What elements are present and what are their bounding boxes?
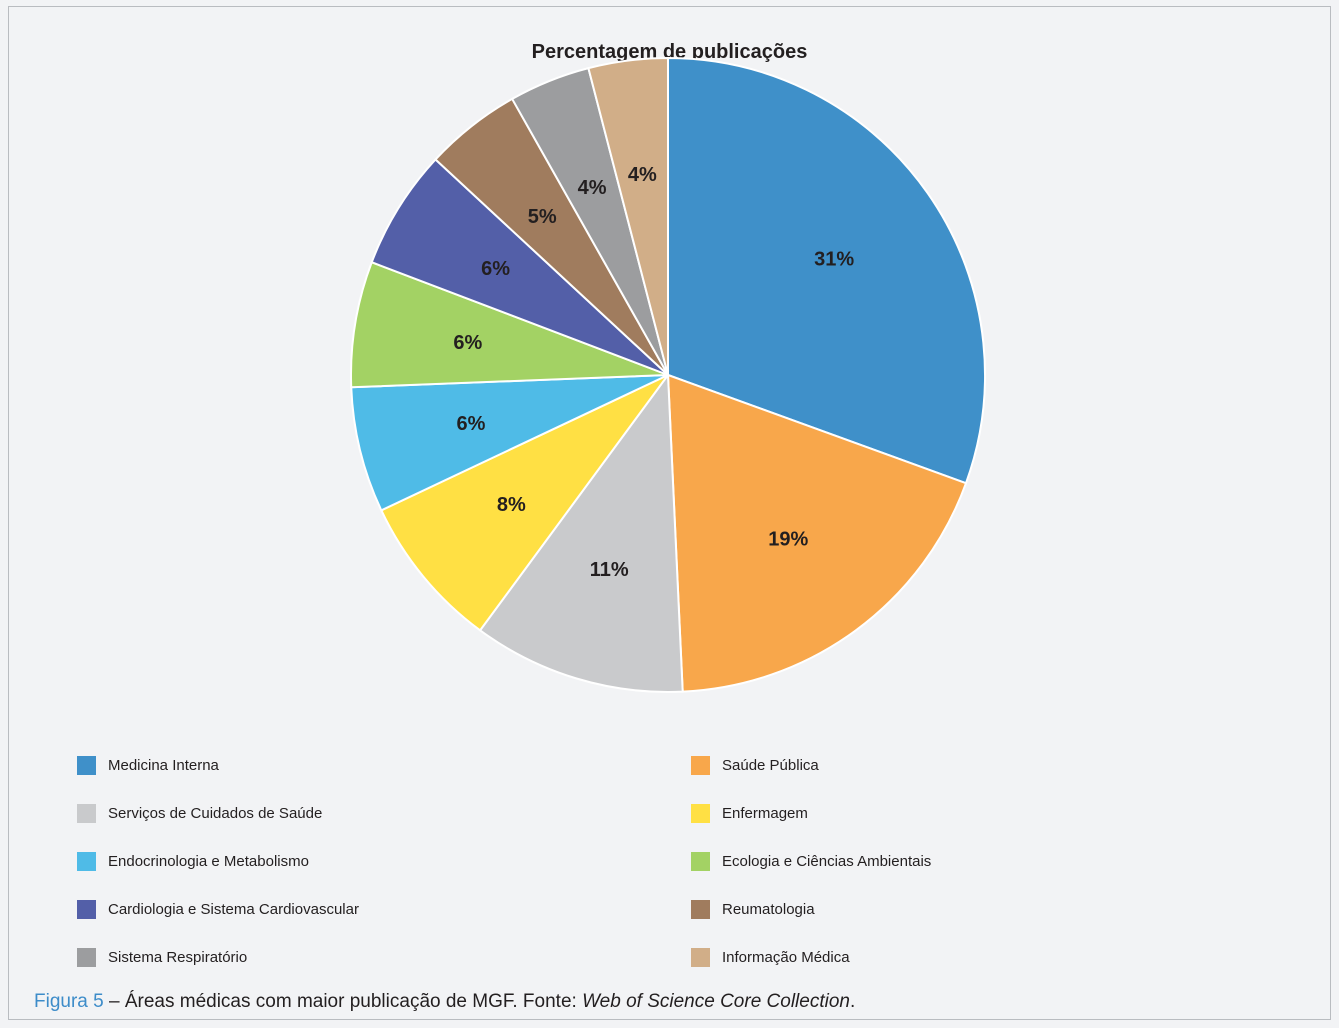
pie-chart: 31% 19% 11% 8% 6% 6% 6% 5% 4% 4% — [350, 56, 986, 693]
figure-number[interactable]: Figura 5 — [34, 991, 104, 1012]
legend-label: Cardiologia e Sistema Cardiovascular — [108, 900, 359, 918]
legend-item-9: Sistema Respiratório — [77, 947, 691, 967]
legend-item-5: Endocrinologia e Metabolismo — [77, 851, 691, 871]
pie-slice-1 — [667, 56, 986, 485]
legend-label: Medicina Interna — [108, 756, 219, 774]
legend-swatch — [691, 803, 710, 823]
legend-swatch — [77, 899, 96, 919]
legend-label: Informação Médica — [722, 948, 850, 966]
slice-label-1: 31% — [814, 249, 854, 271]
slice-label-10: 4% — [628, 164, 657, 186]
slice-label-6: 6% — [453, 332, 482, 354]
legend-label: Saúde Pública — [722, 756, 819, 774]
legend-swatch — [77, 803, 96, 823]
slice-label-9: 4% — [578, 177, 607, 199]
legend-swatch — [77, 851, 96, 871]
legend-swatch — [691, 899, 710, 919]
pie-slice-3 — [478, 372, 684, 693]
legend-item-7: Cardiologia e Sistema Cardiovascular — [77, 899, 691, 919]
slice-label-4: 8% — [497, 494, 526, 516]
pie-slice-7 — [370, 158, 669, 376]
legend-label: Sistema Respiratório — [108, 948, 248, 966]
slice-label-3: 11% — [590, 559, 629, 581]
legend-swatch — [77, 755, 96, 775]
chart-frame: Percentagem de publicações 31% 19% 11% 8% 6%… — [8, 6, 1331, 1020]
slice-label-5: 6% — [456, 413, 485, 435]
caption-source: Web of Science Core Collection — [582, 991, 850, 1012]
slice-label-8: 5% — [528, 206, 557, 228]
legend-label: Enfermagem — [722, 804, 808, 822]
legend-item-1: Medicina Interna — [77, 755, 691, 775]
chart-title: Percentagem de publicações — [531, 41, 808, 63]
caption-end: . — [849, 991, 856, 1012]
legend-label: Reumatologia — [722, 900, 815, 918]
legend-label: Ecologia e Ciências Ambientais — [722, 852, 932, 870]
legend-item-3: Serviços de Cuidados de Saúde — [77, 803, 691, 823]
legend-swatch — [691, 755, 710, 775]
caption-text: – Áreas médicas com maior publicação de … — [103, 991, 583, 1012]
figure-caption: Figura 5 – Áreas médicas com maior publi… — [34, 991, 855, 1013]
legend-swatch — [691, 851, 710, 871]
slice-label-2: 19% — [768, 528, 808, 550]
legend-label: Endocrinologia e Metabolismo — [108, 852, 309, 870]
slice-label-7: 6% — [481, 258, 510, 280]
legend-item-10: Informação Médica — [691, 947, 977, 967]
legend-label: Serviços de Cuidados de Saúde — [108, 804, 323, 822]
pie-slice-10 — [587, 56, 669, 376]
legend-swatch — [77, 947, 96, 967]
pie-slice-2 — [666, 373, 968, 693]
chart-legend: Medicina Interna Saúde Pública Serviços de… — [77, 755, 977, 967]
legend-item-2: Saúde Pública — [691, 755, 977, 775]
legend-item-8: Reumatologia — [691, 899, 977, 919]
pie-slice-4 — [380, 374, 669, 632]
legend-item-6: Ecologia e Ciências Ambientais — [691, 851, 977, 871]
legend-swatch — [691, 947, 710, 967]
legend-item-4: Enfermagem — [691, 803, 977, 823]
pie-slice-5 — [350, 374, 669, 512]
pie-slice-6 — [350, 260, 669, 389]
